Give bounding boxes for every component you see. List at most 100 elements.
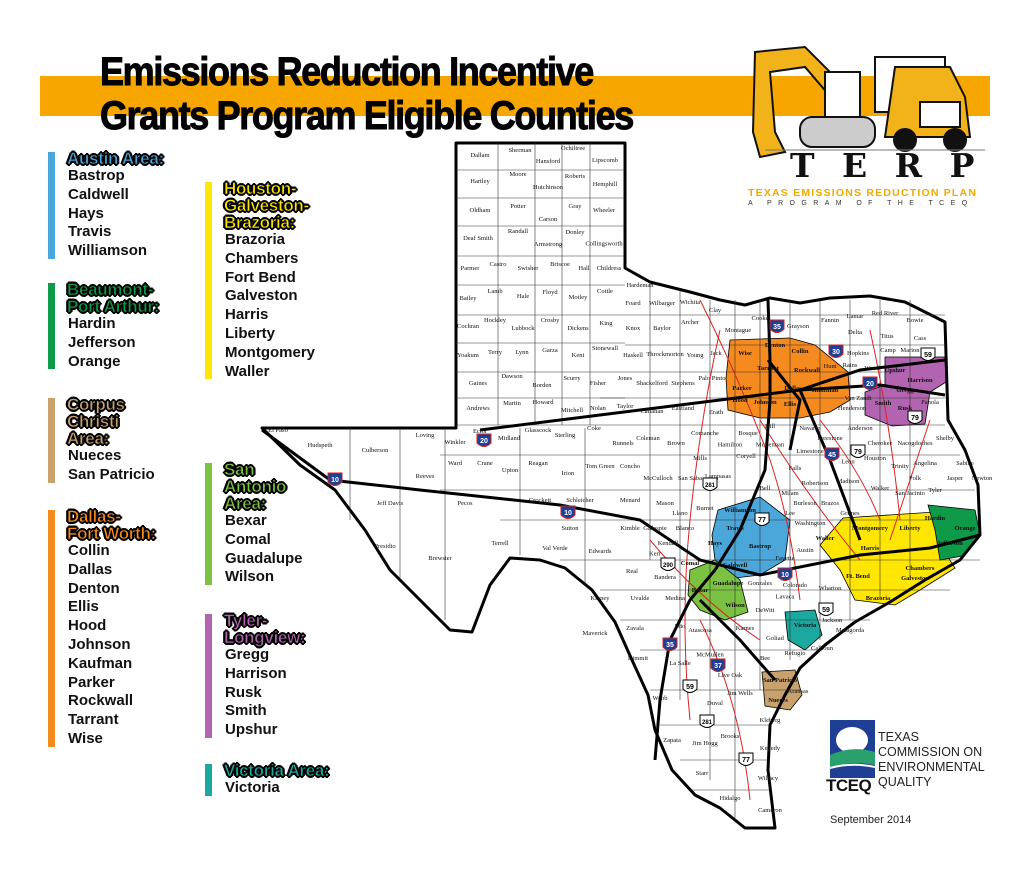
county-label: Kinney bbox=[590, 595, 610, 602]
county-label: Cooke bbox=[752, 315, 769, 322]
county-label: Carson bbox=[539, 216, 558, 223]
legend-color-bar bbox=[205, 182, 212, 379]
county-label: Leon bbox=[841, 459, 855, 466]
county-label: Randall bbox=[508, 228, 528, 235]
county-label: Victoria bbox=[794, 622, 817, 629]
county-label: Johnson bbox=[753, 399, 777, 406]
county-label: Coryell bbox=[736, 453, 756, 460]
county-label: Motley bbox=[569, 294, 589, 301]
county-label: Waller bbox=[816, 535, 835, 542]
county-label: Wharton bbox=[819, 585, 842, 592]
highway-road bbox=[684, 329, 721, 721]
county-label: Colorado bbox=[783, 582, 807, 589]
county-label: McMullen bbox=[696, 652, 724, 659]
county-label: Aransas bbox=[788, 688, 809, 695]
county-label: Baylor bbox=[653, 325, 672, 332]
county-label: Live Oak bbox=[718, 672, 743, 679]
legend-color-bar bbox=[48, 283, 55, 369]
interstate-highway bbox=[479, 383, 946, 432]
legend-color-bar bbox=[205, 764, 212, 796]
county-label: Bandera bbox=[654, 574, 676, 581]
legend-color-bar bbox=[48, 152, 55, 259]
county-label: Hardeman bbox=[626, 282, 654, 289]
county-label: Kaufman bbox=[812, 387, 839, 394]
county-label: Denton bbox=[765, 342, 786, 349]
county-label: Llano bbox=[672, 510, 687, 517]
county-label: Chambers bbox=[906, 565, 935, 572]
title-line-2: Grants Program Eligible Counties bbox=[100, 94, 635, 139]
highway-number: 20 bbox=[480, 438, 488, 445]
county-label: Galveston bbox=[901, 575, 929, 582]
county-label: Gaines bbox=[469, 380, 488, 387]
county-label: Kleberg bbox=[760, 717, 782, 724]
county-label: Terry bbox=[488, 349, 503, 356]
county-label: Hale bbox=[517, 293, 529, 300]
county-label: Lamar bbox=[847, 313, 865, 320]
county-label: Midland bbox=[498, 435, 521, 442]
legend-county: Wilson bbox=[225, 568, 275, 586]
county-label: Kimble bbox=[620, 525, 640, 532]
legend-county: Galveston bbox=[225, 287, 298, 305]
us-highway-shield-icon: 59 bbox=[682, 679, 698, 693]
county-label: Eastland bbox=[672, 405, 695, 412]
county-label: Sabine bbox=[956, 460, 974, 467]
interstate-highway bbox=[766, 359, 802, 451]
highway-number: 35 bbox=[773, 324, 781, 331]
tceq-name-line: ENVIRONMENTAL bbox=[878, 760, 985, 774]
legend-group-title: San Antonio Area: bbox=[224, 460, 287, 513]
county-label: Hopkins bbox=[847, 350, 870, 357]
legend-county: Dallas bbox=[68, 560, 113, 578]
interstate-shield-icon: 10 bbox=[777, 567, 793, 581]
county-label: Harrison bbox=[907, 377, 933, 384]
us-highway-shield-icon: 59 bbox=[818, 602, 834, 616]
county-label: Briscoe bbox=[550, 261, 570, 268]
county-label: Howard bbox=[533, 399, 555, 406]
county-label: Kendall bbox=[658, 540, 679, 547]
highway-road bbox=[649, 539, 761, 641]
county-label: Kerr bbox=[649, 551, 662, 558]
county-label: San Saba bbox=[678, 475, 702, 482]
legend-group-title: Houston- Galveston- Brazoria: bbox=[224, 179, 310, 232]
county-label: Lampasas bbox=[705, 473, 731, 480]
county-label: Concho bbox=[620, 463, 640, 470]
county-label: Hamilton bbox=[718, 442, 743, 449]
county-label: Caldwell bbox=[723, 562, 748, 569]
county-label: Liberty bbox=[900, 525, 922, 532]
legend-county: Comal bbox=[225, 530, 271, 548]
county-label: Jasper bbox=[947, 475, 964, 482]
county-label: Titus bbox=[880, 333, 894, 340]
county-label: Brooks bbox=[721, 733, 740, 740]
county-label: McLennan bbox=[756, 442, 785, 449]
county-label: DeWitt bbox=[756, 607, 775, 614]
terp-logo-letters: T E R P bbox=[790, 146, 983, 185]
tceq-abbr: TCEQ bbox=[826, 776, 872, 795]
legend-group-title: Austin Area: bbox=[67, 149, 165, 168]
legend-group: Victoria Area: Victoria bbox=[205, 762, 330, 798]
legend-group: Austin Area: Bastrop Caldwell Hays Travis Wil… bbox=[48, 150, 164, 261]
county-label: Sherman bbox=[508, 147, 532, 154]
texas-outline bbox=[260, 141, 982, 830]
county-label: Cass bbox=[914, 335, 927, 342]
county-label: Comanche bbox=[691, 430, 719, 437]
legend-county: Hays bbox=[68, 204, 104, 222]
county-label: Kent bbox=[572, 352, 585, 359]
interstate-shield-icon: 37 bbox=[710, 658, 726, 672]
map-date: September 2014 bbox=[830, 814, 912, 826]
county-label: Gillespie bbox=[643, 525, 667, 532]
county-label: Starr bbox=[696, 770, 709, 777]
county-label: Palo Pinto bbox=[699, 375, 726, 382]
county-label: Edwards bbox=[589, 548, 612, 555]
legend-county: Chambers bbox=[225, 249, 299, 267]
legend-county: Victoria bbox=[225, 779, 280, 796]
county-label: Dallas bbox=[784, 385, 802, 392]
county-label: Refugio bbox=[785, 650, 806, 657]
county-label: Gray bbox=[569, 203, 583, 210]
county-label: Crosby bbox=[541, 317, 561, 324]
county-label: Shackelford bbox=[636, 380, 668, 387]
highway-number: 281 bbox=[702, 720, 713, 726]
county-label: Menard bbox=[620, 497, 641, 504]
county-label: Lamb bbox=[487, 288, 502, 295]
highway-number: 59 bbox=[686, 684, 694, 691]
legend-county: Kaufman bbox=[68, 654, 133, 672]
highway-road bbox=[759, 419, 861, 561]
